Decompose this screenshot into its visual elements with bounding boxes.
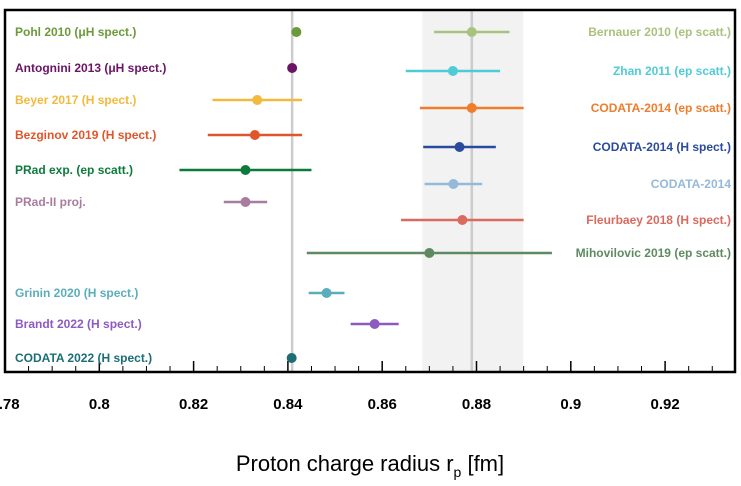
data-point bbox=[369, 319, 380, 329]
data-point bbox=[287, 63, 298, 73]
data-point bbox=[454, 142, 465, 152]
data-entry: Mihovilovic 2019 (ep scatt.) bbox=[306, 246, 731, 260]
x-tick-label: 0.84 bbox=[273, 396, 303, 413]
series-label: Zhan 2011 (ep scatt.) bbox=[613, 64, 731, 78]
data-entry: Bernauer 2010 (ep scatt.) bbox=[434, 25, 731, 39]
series-label: CODATA-2014 (H spect.) bbox=[593, 140, 731, 154]
series-label: PRad-II proj. bbox=[15, 195, 86, 209]
data-entry: Beyer 2017 (H spect.) bbox=[15, 93, 303, 107]
data-point bbox=[448, 179, 459, 189]
x-axis-label-subscript: p bbox=[454, 464, 462, 480]
data-point bbox=[291, 27, 302, 37]
x-tick-label: 0.86 bbox=[368, 396, 397, 413]
data-entry: Bezginov 2019 (H spect.) bbox=[15, 128, 303, 142]
data-point bbox=[252, 95, 263, 105]
data-entry: CODATA-2014 bbox=[424, 177, 732, 191]
data-entry: Brandt 2022 (H spect.) bbox=[15, 317, 399, 331]
data-entry: CODATA-2014 (ep scatt.) bbox=[419, 101, 731, 115]
series-label: Pohl 2010 (μH spect.) bbox=[15, 25, 136, 39]
series-label: Beyer 2017 (H spect.) bbox=[15, 93, 136, 107]
data-entry: Zhan 2011 (ep scatt.) bbox=[405, 64, 731, 78]
data-point bbox=[240, 197, 251, 207]
series-label: Mihovilovic 2019 (ep scatt.) bbox=[576, 246, 731, 260]
data-entry: Pohl 2010 (μH spect.) bbox=[15, 25, 302, 39]
data-entry: CODATA 2022 (H spect.) bbox=[15, 351, 297, 365]
series-label: Bezginov 2019 (H spect.) bbox=[15, 128, 156, 142]
x-tick-label: 0.8 bbox=[89, 396, 110, 413]
series-label: CODATA-2014 (ep scatt.) bbox=[591, 101, 731, 115]
x-tick-label: 0.78 bbox=[0, 396, 20, 413]
data-point bbox=[457, 215, 468, 225]
x-axis-label-main: Proton charge radius r bbox=[236, 451, 454, 476]
series-label: CODATA-2014 bbox=[651, 177, 732, 191]
data-entry: CODATA-2014 (H spect.) bbox=[423, 140, 731, 154]
series-label: Grinin 2020 (H spect.) bbox=[15, 286, 138, 300]
x-tick-label: 0.9 bbox=[560, 396, 581, 413]
x-axis-label-unit: [fm] bbox=[461, 451, 504, 476]
series-label: PRad exp. (ep scatt.) bbox=[15, 163, 133, 177]
data-point bbox=[424, 248, 435, 258]
data-entry: Antognini 2013 (μH spect.) bbox=[15, 61, 298, 75]
series-label: Fleurbaey 2018 (H spect.) bbox=[586, 213, 731, 227]
data-point bbox=[466, 103, 477, 113]
data-point bbox=[249, 130, 260, 140]
data-entry: PRad exp. (ep scatt.) bbox=[15, 163, 312, 177]
data-entry: Grinin 2020 (H spect.) bbox=[15, 286, 345, 300]
x-tick-label: 0.82 bbox=[179, 396, 208, 413]
data-point bbox=[466, 27, 477, 37]
data-point bbox=[447, 66, 458, 76]
data-entry: PRad-II proj. bbox=[15, 195, 268, 209]
series-label: Antognini 2013 (μH spect.) bbox=[15, 61, 166, 75]
x-tick-label: 0.88 bbox=[462, 396, 491, 413]
series-label: CODATA 2022 (H spect.) bbox=[15, 351, 152, 365]
x-axis-label: Proton charge radius rp [fm] bbox=[236, 451, 504, 480]
data-entry: Fleurbaey 2018 (H spect.) bbox=[401, 213, 731, 227]
series-label: Bernauer 2010 (ep scatt.) bbox=[588, 25, 731, 39]
data-point bbox=[321, 288, 332, 298]
series-label: Brandt 2022 (H spect.) bbox=[15, 317, 142, 331]
data-point bbox=[286, 353, 297, 363]
plot-frame bbox=[3, 8, 737, 374]
x-tick-label: 0.92 bbox=[650, 396, 679, 413]
data-point bbox=[240, 165, 251, 175]
